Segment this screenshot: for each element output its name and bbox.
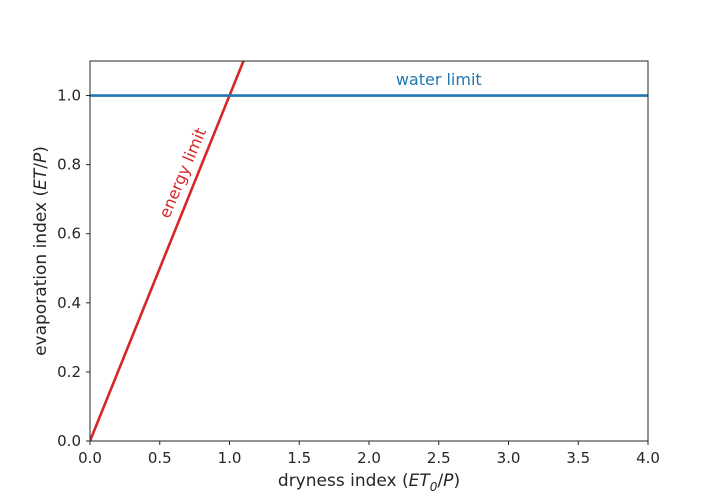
axis-ticks: 0.0 0.5 1.0 1.5 2.0 2.5 3.0 3.5 4.0 0.0 0.2 0.4 0.6 0… — [57, 87, 660, 467]
x-tick-label: 4.0 — [636, 449, 660, 467]
x-tick-label: 3.5 — [566, 449, 590, 467]
annotation-1: energy limit — [155, 125, 210, 221]
y-tick-label: 0.2 — [57, 363, 81, 381]
annotation-0: water limit — [396, 70, 482, 89]
x-tick-label: 1.0 — [218, 449, 242, 467]
x-tick-label: 1.5 — [287, 449, 311, 467]
y-tick-label: 0.8 — [57, 156, 81, 174]
x-tick-label: 2.0 — [357, 449, 381, 467]
y-axis-label: evaporation index (ET/P) — [31, 146, 51, 356]
y-tick-label: 0.0 — [57, 432, 81, 450]
x-tick-label: 0.5 — [148, 449, 172, 467]
x-tick-label: 2.5 — [427, 449, 451, 467]
plot-frame — [89, 60, 649, 442]
annotations: water limit energy limit — [155, 70, 482, 221]
x-axis-label: dryness index (ET0/P) — [278, 471, 460, 494]
y-tick-label: 1.0 — [57, 87, 81, 105]
plot-marks — [90, 61, 648, 441]
series-line-0 — [90, 61, 245, 441]
x-tick-label: 3.0 — [497, 449, 521, 467]
x-tick-label: 0.0 — [78, 449, 102, 467]
y-tick-label: 0.4 — [57, 294, 81, 312]
y-tick-label: 0.6 — [57, 225, 81, 243]
